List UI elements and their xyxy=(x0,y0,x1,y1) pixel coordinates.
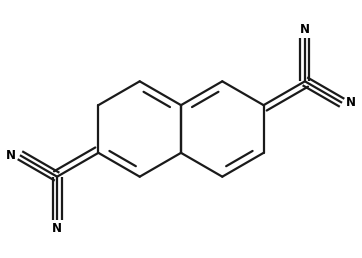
Text: N: N xyxy=(346,96,356,109)
Text: N: N xyxy=(300,23,310,36)
Text: N: N xyxy=(6,149,16,162)
Text: N: N xyxy=(52,222,62,235)
